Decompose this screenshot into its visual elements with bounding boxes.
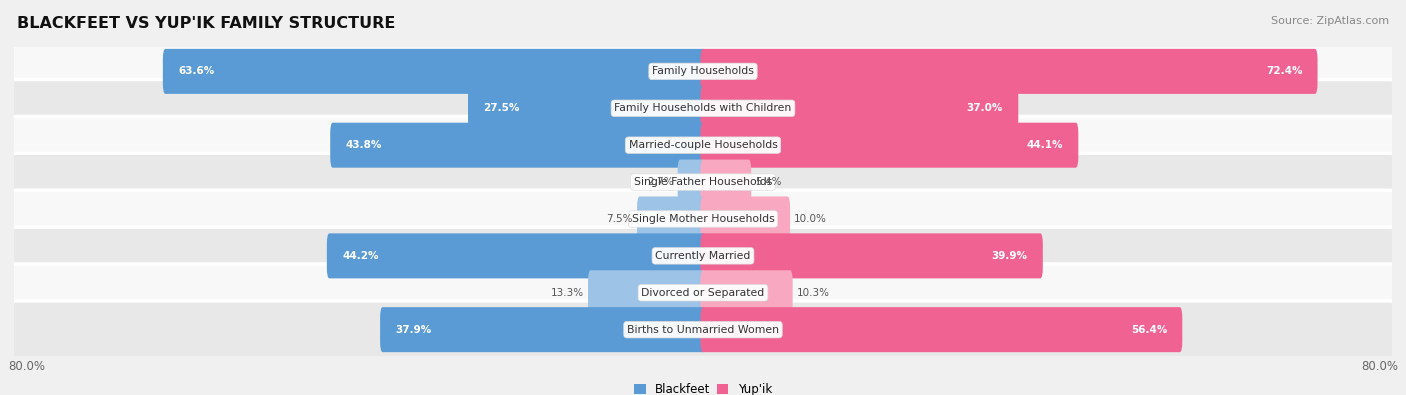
FancyBboxPatch shape [11,190,1395,248]
FancyBboxPatch shape [700,123,1078,168]
FancyBboxPatch shape [700,49,1317,94]
Text: 39.9%: 39.9% [991,251,1028,261]
Text: BLACKFEET VS YUP'IK FAMILY STRUCTURE: BLACKFEET VS YUP'IK FAMILY STRUCTURE [17,16,395,31]
FancyBboxPatch shape [468,86,706,131]
FancyBboxPatch shape [700,160,751,205]
Text: 7.5%: 7.5% [606,214,633,224]
FancyBboxPatch shape [700,270,793,315]
Text: Single Father Households: Single Father Households [634,177,772,187]
Text: Family Households: Family Households [652,66,754,76]
FancyBboxPatch shape [11,227,1395,285]
FancyBboxPatch shape [700,86,1018,131]
FancyBboxPatch shape [11,117,1395,174]
FancyBboxPatch shape [163,49,706,94]
Text: 37.9%: 37.9% [395,325,432,335]
Text: 37.0%: 37.0% [967,103,1002,113]
FancyBboxPatch shape [330,123,706,168]
Text: 10.0%: 10.0% [794,214,827,224]
Legend: Blackfeet, Yup'ik: Blackfeet, Yup'ik [634,383,772,395]
Text: 2.7%: 2.7% [647,177,673,187]
FancyBboxPatch shape [11,79,1395,137]
Text: Married-couple Households: Married-couple Households [628,140,778,150]
Text: 27.5%: 27.5% [484,103,520,113]
FancyBboxPatch shape [700,307,1182,352]
Text: 13.3%: 13.3% [551,288,583,298]
FancyBboxPatch shape [588,270,706,315]
Text: Currently Married: Currently Married [655,251,751,261]
FancyBboxPatch shape [11,301,1395,358]
Text: Family Households with Children: Family Households with Children [614,103,792,113]
FancyBboxPatch shape [678,160,706,205]
Text: Source: ZipAtlas.com: Source: ZipAtlas.com [1271,16,1389,26]
Text: 10.3%: 10.3% [797,288,830,298]
Text: 63.6%: 63.6% [179,66,214,76]
Text: 72.4%: 72.4% [1265,66,1302,76]
FancyBboxPatch shape [11,153,1395,211]
Text: Divorced or Separated: Divorced or Separated [641,288,765,298]
Text: 44.1%: 44.1% [1026,140,1063,150]
FancyBboxPatch shape [11,264,1395,322]
Text: 56.4%: 56.4% [1130,325,1167,335]
Text: Births to Unmarried Women: Births to Unmarried Women [627,325,779,335]
FancyBboxPatch shape [637,196,706,241]
Text: Single Mother Households: Single Mother Households [631,214,775,224]
FancyBboxPatch shape [11,43,1395,100]
Text: 43.8%: 43.8% [346,140,382,150]
Text: 44.2%: 44.2% [342,251,378,261]
Text: 5.4%: 5.4% [755,177,782,187]
FancyBboxPatch shape [380,307,706,352]
FancyBboxPatch shape [326,233,706,278]
FancyBboxPatch shape [700,196,790,241]
FancyBboxPatch shape [700,233,1043,278]
